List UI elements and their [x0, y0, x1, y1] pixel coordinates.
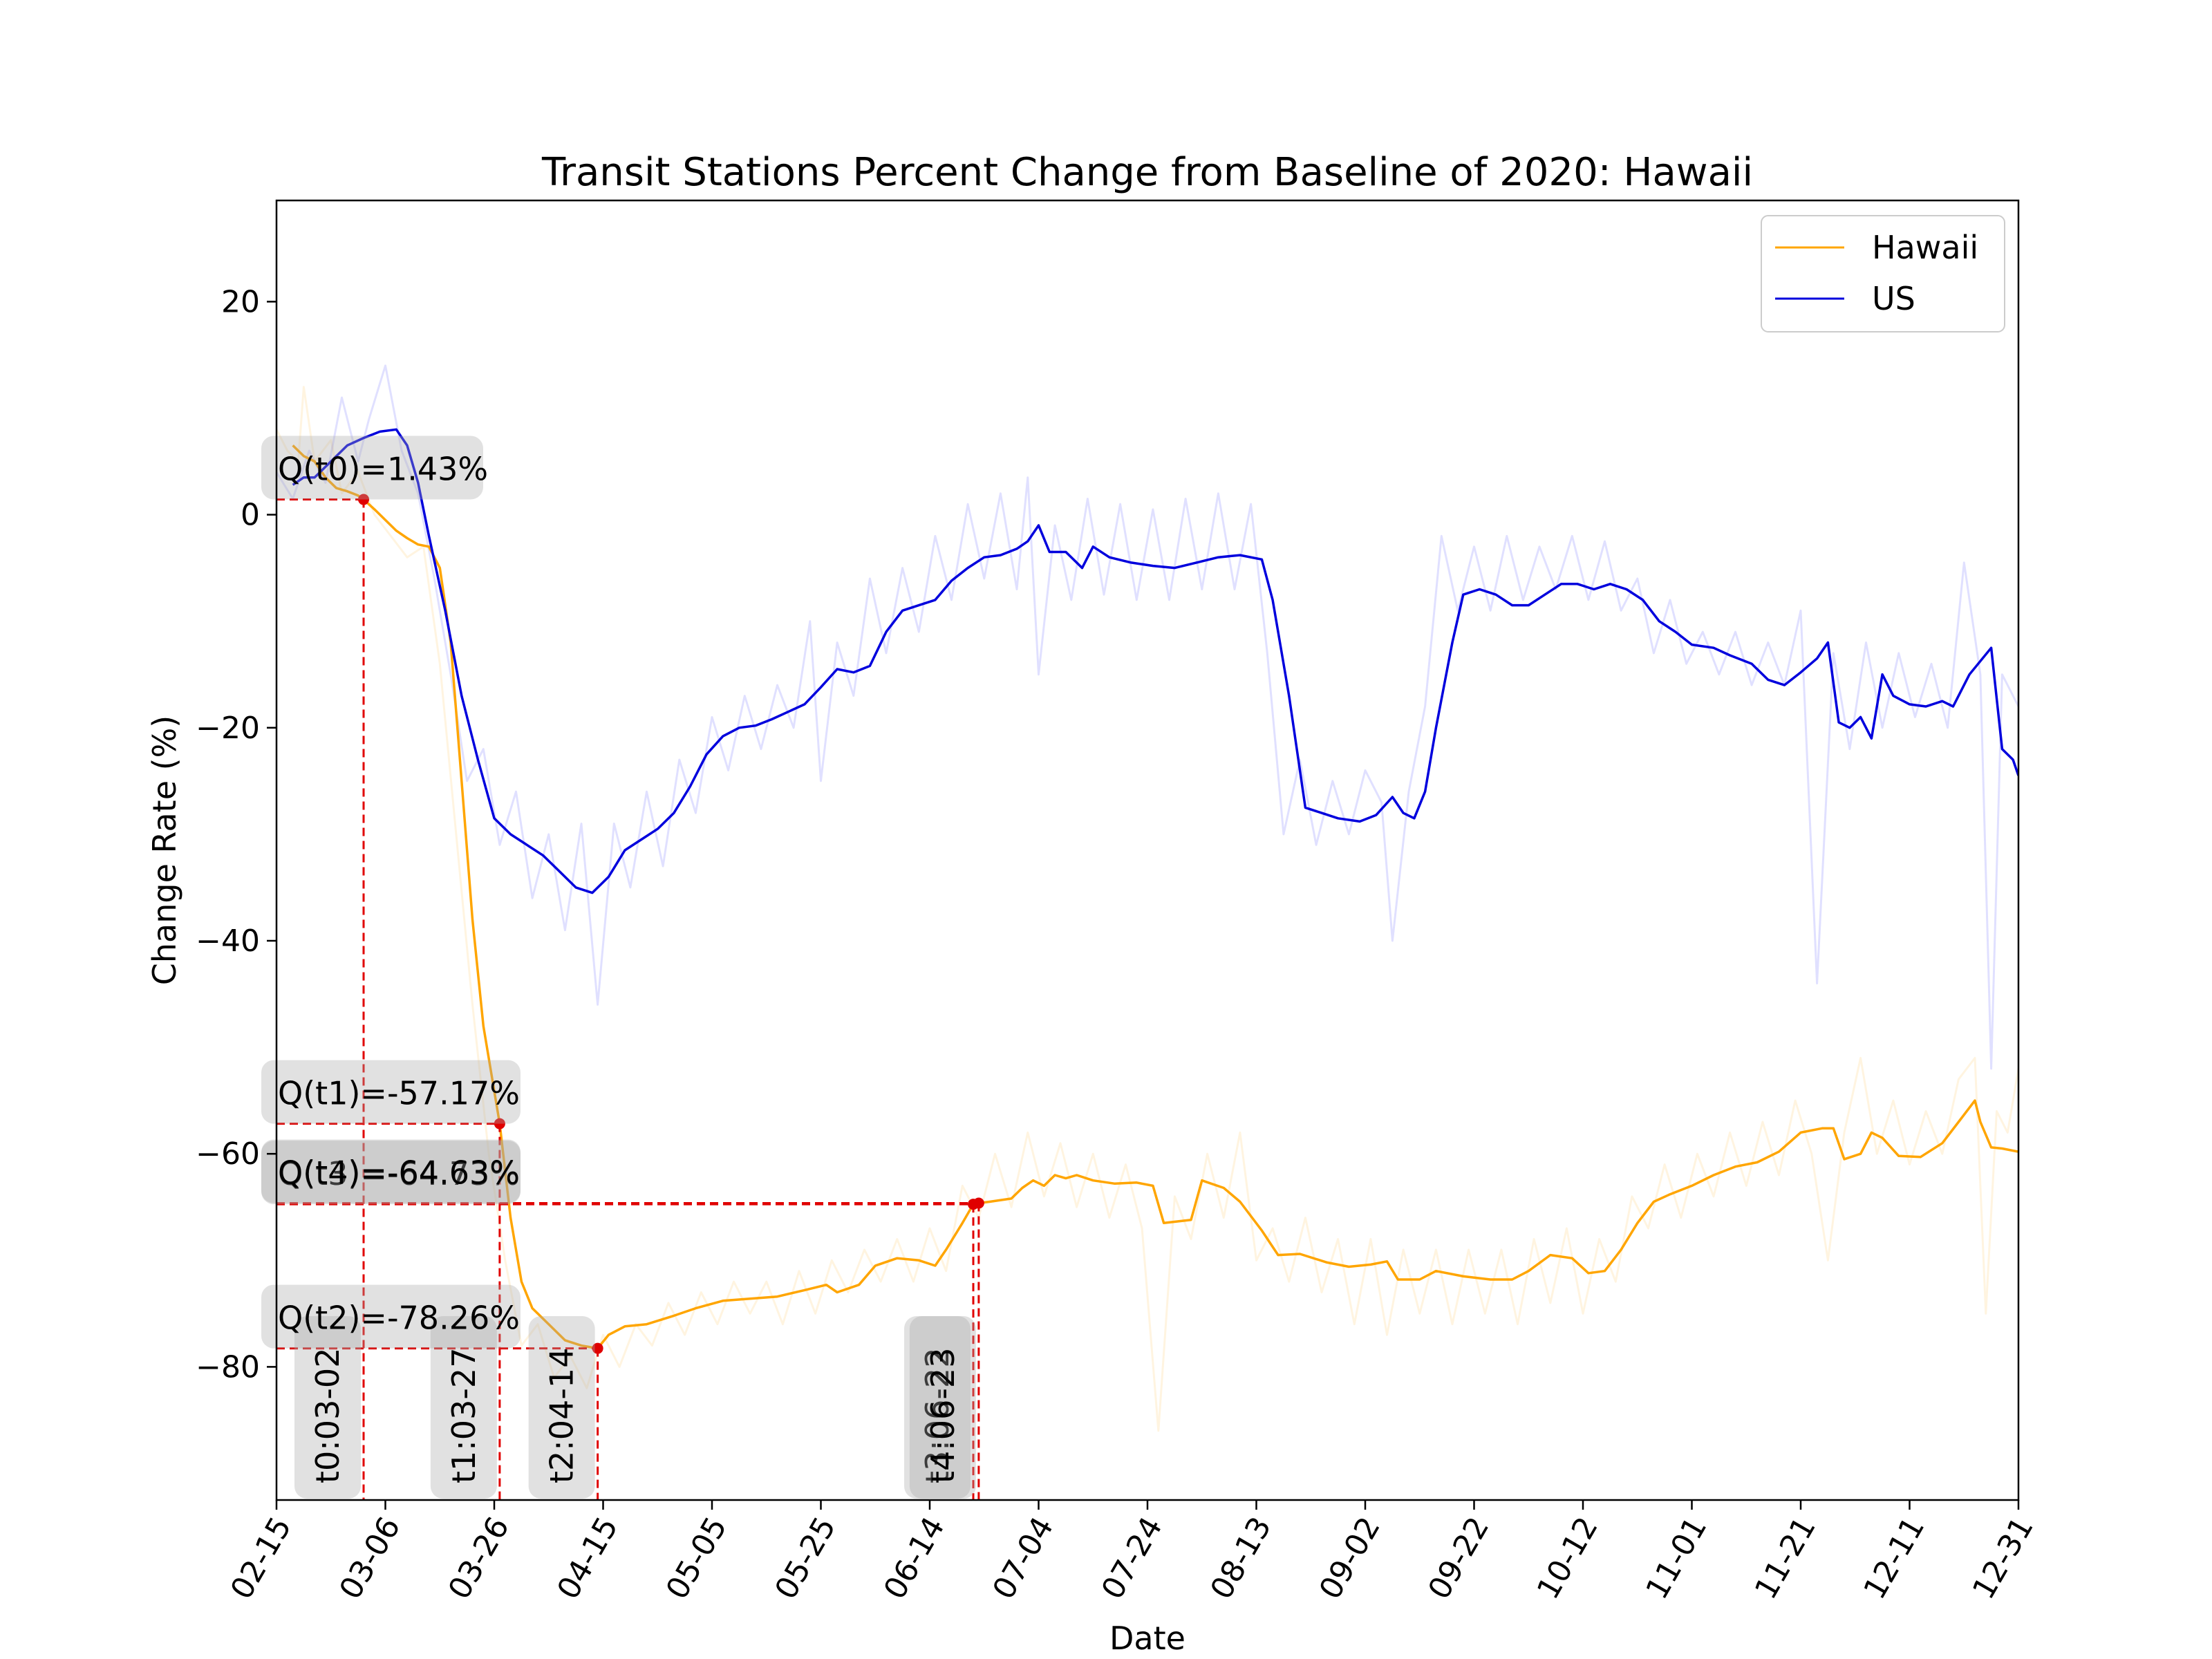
value-label-t3: Q(t3)=-64.73% [278, 1155, 520, 1192]
value-label-box-t1 [261, 1060, 521, 1124]
y-tick-label: 20 [221, 284, 260, 319]
y-tick-label: −60 [196, 1136, 260, 1172]
annotation-point-t1 [494, 1118, 505, 1130]
x-axis-title: Date [1109, 1620, 1185, 1657]
value-label-box-t4 [261, 1139, 521, 1203]
daily-line-0 [276, 386, 2018, 1432]
annotation-point-t0 [358, 494, 369, 505]
date-label-box-t2 [528, 1316, 595, 1499]
date-label-box-t3 [904, 1316, 971, 1499]
value-label-t0: Q(t0)=1.43% [278, 451, 488, 488]
y-tick-label: −80 [196, 1349, 260, 1385]
y-tick-label: −40 [196, 924, 260, 959]
date-label-box-t0 [294, 1316, 361, 1499]
date-label-t0: t0:03-02 [309, 1348, 346, 1483]
date-label-box-t1 [430, 1316, 497, 1499]
date-label-box-t4 [909, 1316, 976, 1499]
value-label-box-t2 [261, 1284, 521, 1349]
y-axis: 20 0 −20 −40 −60 −80 [196, 284, 276, 1385]
daily-line-1 [276, 364, 2018, 1070]
legend-label-us: US [1872, 280, 1915, 317]
chart-title: Transit Stations Percent Change from Bas… [541, 150, 1753, 195]
legend-label-hawaii: Hawaii [1872, 229, 1978, 266]
date-label-t3: t3:06-22 [919, 1348, 956, 1483]
value-label-t1: Q(t1)=-57.17% [278, 1075, 520, 1112]
series-group [276, 364, 2018, 1432]
annotations: Q(t0)=1.43% t0:03-02 Q(t1)=-57.17% t1:03-27… [261, 435, 984, 1500]
annotation-point-t4 [973, 1197, 984, 1209]
series-line-us [292, 428, 2018, 894]
value-label-box-t3 [261, 1141, 521, 1205]
y-tick-label: 0 [241, 498, 260, 533]
value-label-t4: Q(t4)=-64.63% [278, 1154, 520, 1192]
legend-box [1761, 215, 2005, 332]
date-label-t2: t2:04-14 [543, 1348, 581, 1483]
series-line-hawaii [292, 444, 2018, 1350]
legend: Hawaii US [1761, 215, 2005, 332]
annotation-point-t2 [592, 1342, 603, 1354]
value-label-t2: Q(t2)=-78.26% [278, 1300, 520, 1337]
date-label-t4: t4:06-23 [924, 1348, 962, 1483]
value-label-box-t0 [261, 435, 483, 500]
y-tick-label: −20 [196, 711, 260, 746]
date-label-t1: t1:03-27 [445, 1348, 482, 1483]
plot-area: Q(t0)=1.43% t0:03-02 Q(t1)=-57.17% t1:03-27… [261, 364, 2018, 1500]
y-axis-title: Change Rate (%) [146, 715, 183, 985]
